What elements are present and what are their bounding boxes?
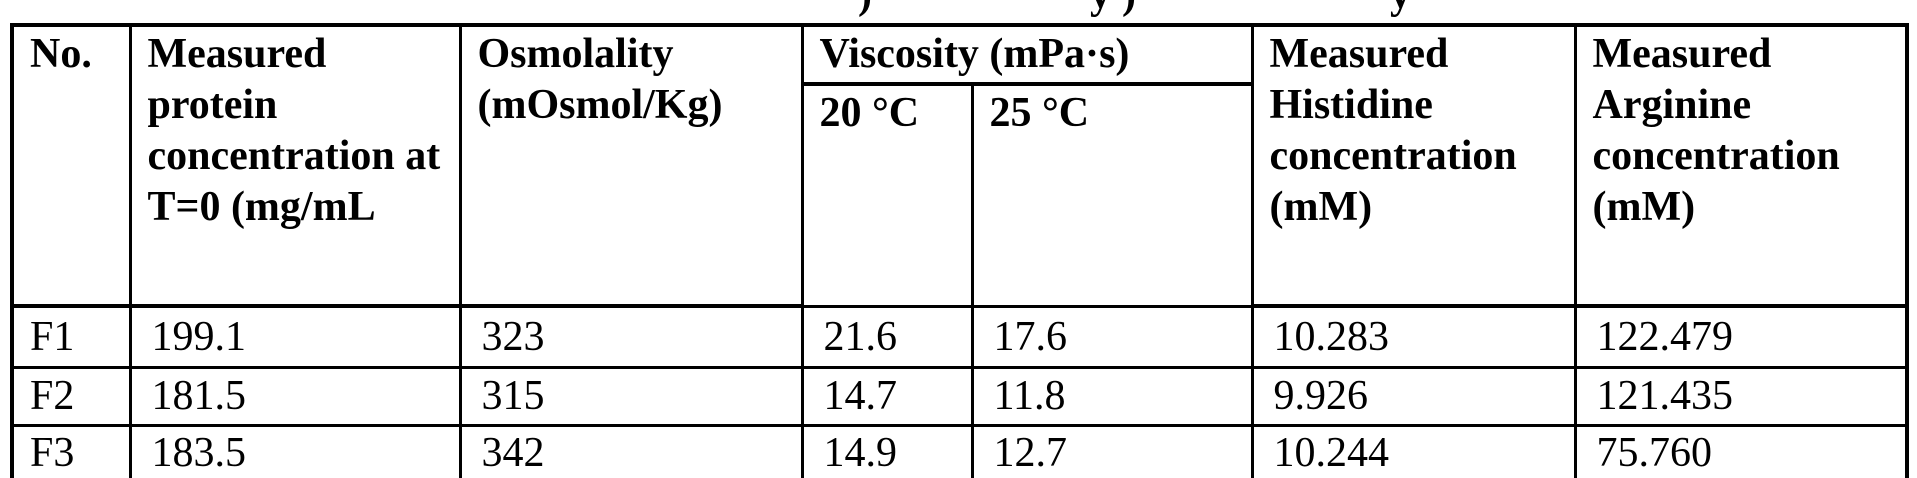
cell-f1-osmolality: 323 <box>458 304 804 369</box>
cell-f3-protein: 183.5 <box>128 423 462 478</box>
caption-fragment: y <box>1090 0 1111 17</box>
column-header-viscosity: Viscosity (mPa·s) <box>800 23 1254 86</box>
cell-f3-histidine: 10.244 <box>1250 423 1577 478</box>
table-row-f3: F3 183.5 342 14.9 12.7 10.244 75.760 <box>10 423 1909 478</box>
cell-f1-viscosity-25c: 17.6 <box>970 304 1254 369</box>
cell-f1-no: F1 <box>10 304 132 369</box>
cell-f2-histidine: 9.926 <box>1250 365 1577 427</box>
cell-f3-viscosity-20c: 14.9 <box>800 423 974 478</box>
column-header-histidine-concentration: Measured Histidine concentration (mM) <box>1250 23 1577 308</box>
column-header-osmolality: Osmolality (mOsmol/Kg) <box>458 23 804 308</box>
table-body: F1 199.1 323 21.6 17.6 10.283 122.479 F2… <box>10 304 1909 478</box>
column-header-no: No. <box>10 23 132 308</box>
cell-f2-viscosity-20c: 14.7 <box>800 365 974 427</box>
cell-f2-viscosity-25c: 11.8 <box>970 365 1254 427</box>
cell-f3-osmolality: 342 <box>458 423 804 478</box>
cell-f3-no: F3 <box>10 423 132 478</box>
cell-f1-arginine: 122.479 <box>1573 304 1909 369</box>
cell-f3-arginine: 75.760 <box>1573 423 1909 478</box>
cell-f2-arginine: 121.435 <box>1573 365 1909 427</box>
cell-f1-histidine: 10.283 <box>1250 304 1577 369</box>
cell-f2-protein: 181.5 <box>128 365 462 427</box>
caption-fragment: ) <box>858 0 872 17</box>
table-header: No. Measured protein concentration at T=… <box>10 23 1909 308</box>
column-header-arginine-concentration: Measured Arginine concentration (mM) <box>1573 23 1909 308</box>
caption-fragment: ) <box>1122 0 1136 17</box>
header-row-main: No. Measured protein concentration at T=… <box>10 23 1909 308</box>
formulation-data-table: No. Measured protein concentration at T=… <box>10 23 1909 478</box>
clipped-caption-fragments: ) y ) y <box>0 0 1917 17</box>
caption-fragment: y <box>1390 0 1411 17</box>
cell-f3-viscosity-25c: 12.7 <box>970 423 1254 478</box>
cell-f1-viscosity-20c: 21.6 <box>800 304 974 369</box>
cell-f2-osmolality: 315 <box>458 365 804 427</box>
table-row-f1: F1 199.1 323 21.6 17.6 10.283 122.479 <box>10 304 1909 369</box>
column-header-viscosity-20c: 20 °C <box>800 82 974 308</box>
cell-f1-protein: 199.1 <box>128 304 462 369</box>
header-row-viscosity-temperatures: 20 °C 25 °C <box>12 82 1907 308</box>
column-header-protein-concentration: Measured protein concentration at T=0 (m… <box>128 23 462 308</box>
column-header-viscosity-25c: 25 °C <box>970 82 1254 308</box>
table-row-f2: F2 181.5 315 14.7 11.8 9.926 121.435 <box>10 365 1909 427</box>
cell-f2-no: F2 <box>10 365 132 427</box>
